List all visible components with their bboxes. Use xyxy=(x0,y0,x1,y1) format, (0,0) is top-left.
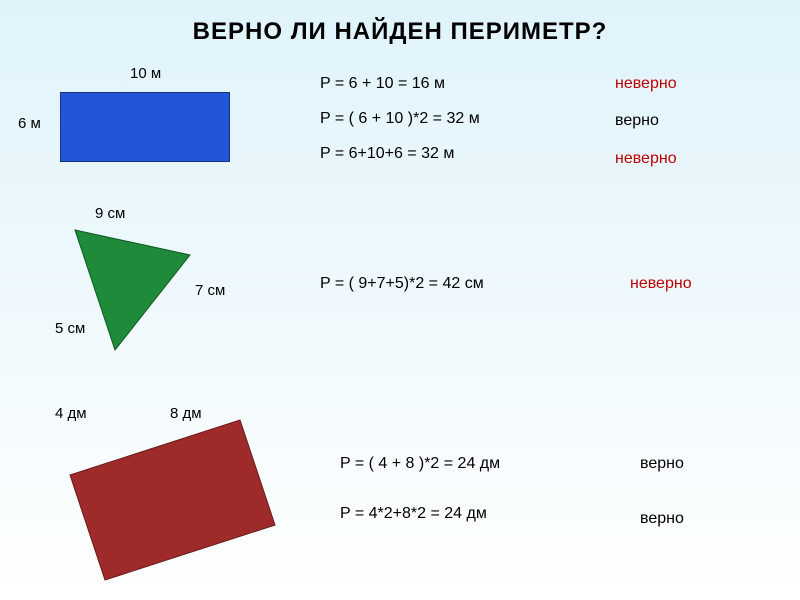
page-title: ВЕРНО ЛИ НАЙДЕН ПЕРИМЕТР? xyxy=(0,18,800,46)
verdict-4: неверно xyxy=(630,275,692,293)
rect-blue-shape xyxy=(60,92,230,162)
equation-5: P = ( 4 + 8 )*2 = 24 дм xyxy=(340,455,500,473)
equation-1: P = 6 + 10 = 16 м xyxy=(320,75,445,93)
triangle-shape xyxy=(60,210,230,355)
verdict-3: неверно xyxy=(615,150,677,168)
equation-2: P = ( 6 + 10 )*2 = 32 м xyxy=(320,110,480,128)
rect-red-shape xyxy=(40,415,300,590)
verdict-1: неверно xyxy=(615,75,677,93)
rect-blue-left-label: 6 м xyxy=(18,115,41,132)
equation-4: P = ( 9+7+5)*2 = 42 см xyxy=(320,275,484,293)
verdict-5: верно xyxy=(640,455,684,473)
rect-blue-top-label: 10 м xyxy=(130,65,161,82)
verdict-2: верно xyxy=(615,112,659,130)
verdict-6: верно xyxy=(640,510,684,528)
equation-6: P = 4*2+8*2 = 24 дм xyxy=(340,505,487,523)
equation-3: P = 6+10+6 = 32 м xyxy=(320,145,454,163)
